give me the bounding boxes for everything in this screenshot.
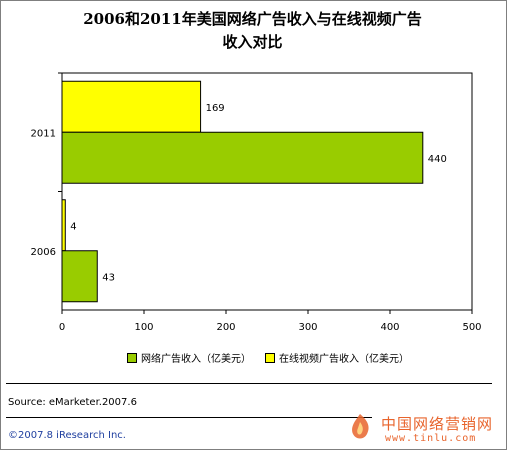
copyright-note: ©2007.8 iResearch Inc.	[8, 430, 126, 441]
data-label-2011-series-1: 169	[206, 103, 225, 114]
legend-label-video-ad: 在线视频广告收入（亿美元）	[279, 354, 409, 365]
data-label-2006-series-1: 4	[70, 221, 76, 232]
divider-top	[6, 383, 492, 384]
x-tick-label: 0	[59, 322, 65, 333]
divider-bottom	[6, 417, 372, 418]
chart-title-line-1: 2006和2011年美国网络广告收入与在线视频广告	[83, 10, 422, 28]
bar-2011-series-0	[61, 131, 424, 184]
legend-label-online-ad: 网络广告收入（亿美元）	[141, 354, 251, 365]
legend-item-online-ad: 网络广告收入（亿美元）	[127, 350, 251, 365]
legend-swatch-yellow	[265, 352, 275, 363]
bar-2011-series-1	[61, 80, 202, 133]
x-tick-label: 400	[380, 322, 399, 333]
bar-chart: 169 440 4 43 2011 2006 0 100 200 300 400 500	[31, 72, 482, 333]
watermark: 中国网络营销网 www.tinlu.com	[345, 412, 503, 446]
watermark-url: www.tinlu.com	[385, 433, 477, 444]
legend-swatch-green	[127, 352, 137, 363]
x-tick-label: 200	[216, 322, 235, 333]
x-tick-label: 300	[298, 322, 317, 333]
data-label-2006-series-0: 43	[102, 272, 115, 283]
x-tick-label: 500	[462, 322, 481, 333]
bar-2006-series-0	[61, 250, 98, 303]
category-label-2011: 2011	[31, 128, 56, 139]
watermark-logo-icon	[352, 414, 369, 439]
bar-2006-series-1	[61, 199, 66, 252]
source-note: Source: eMarketer.2007.6	[8, 397, 137, 408]
legend-item-video-ad: 在线视频广告收入（亿美元）	[265, 350, 409, 365]
data-label-2011-series-0: 440	[428, 154, 447, 165]
category-label-2006: 2006	[31, 247, 56, 258]
chart-title-line-2: 收入对比	[222, 33, 283, 51]
x-tick-label: 100	[134, 322, 153, 333]
watermark-name: 中国网络营销网	[381, 415, 494, 433]
